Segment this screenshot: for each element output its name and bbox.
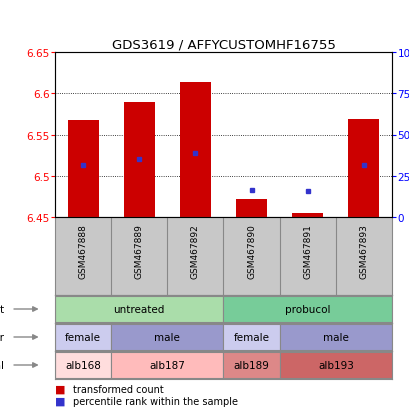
Text: ■: ■ — [55, 384, 65, 394]
Bar — [124, 102, 154, 218]
Text: alb187: alb187 — [149, 360, 185, 370]
Bar — [279, 324, 391, 351]
Text: percentile rank within the sample: percentile rank within the sample — [73, 396, 238, 406]
Bar — [236, 199, 266, 218]
Bar — [55, 352, 111, 379]
Text: alb193: alb193 — [317, 360, 353, 370]
Text: GSM467892: GSM467892 — [191, 224, 200, 278]
Bar — [292, 214, 322, 218]
Text: alb168: alb168 — [65, 360, 101, 370]
Text: transformed count: transformed count — [73, 384, 164, 394]
Text: probucol: probucol — [284, 304, 330, 314]
Text: female: female — [233, 332, 269, 342]
Text: GSM467893: GSM467893 — [359, 224, 368, 278]
Text: alb189: alb189 — [233, 360, 269, 370]
Bar — [67, 121, 98, 218]
Bar — [223, 324, 279, 351]
Text: male: male — [322, 332, 348, 342]
Bar — [180, 83, 210, 218]
Bar — [348, 119, 378, 218]
Bar — [111, 352, 223, 379]
Bar — [279, 352, 391, 379]
Bar — [223, 352, 279, 379]
Text: GSM467890: GSM467890 — [247, 224, 256, 278]
Bar — [55, 324, 111, 351]
Text: untreated: untreated — [113, 304, 164, 314]
Text: gender: gender — [0, 332, 4, 342]
Bar — [55, 296, 223, 323]
Text: agent: agent — [0, 304, 4, 314]
Bar — [223, 296, 391, 323]
Text: ■: ■ — [55, 396, 65, 406]
Text: GSM467889: GSM467889 — [135, 224, 144, 278]
Text: female: female — [65, 332, 101, 342]
Bar — [111, 324, 223, 351]
Text: GSM467891: GSM467891 — [303, 224, 312, 278]
Text: male: male — [154, 332, 180, 342]
Text: GSM467888: GSM467888 — [79, 224, 88, 278]
Text: individual: individual — [0, 360, 4, 370]
Title: GDS3619 / AFFYCUSTOMHF16755: GDS3619 / AFFYCUSTOMHF16755 — [111, 39, 335, 52]
